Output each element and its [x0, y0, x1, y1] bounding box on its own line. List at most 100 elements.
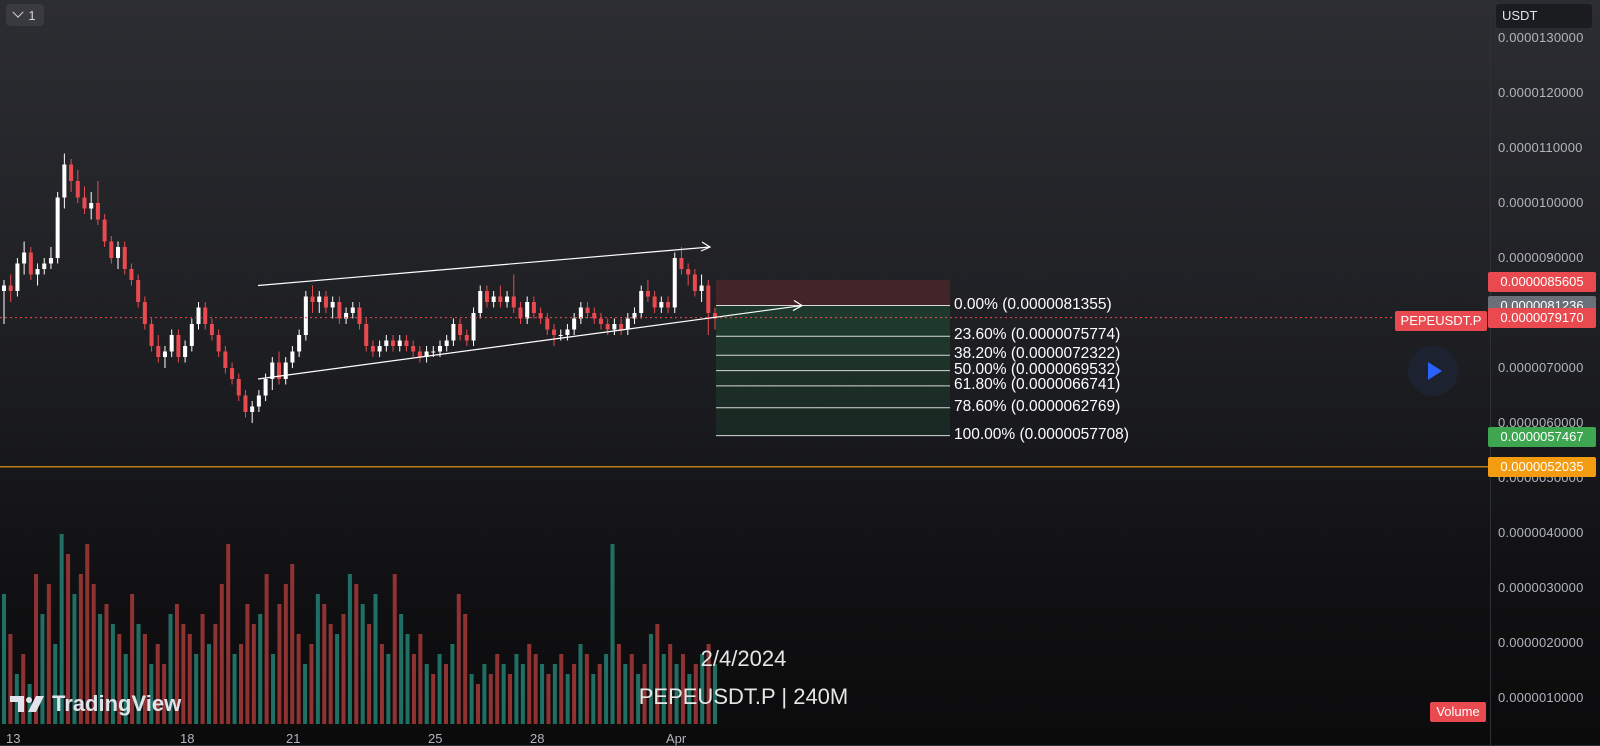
watermark-symbol: PEPEUSDT.P | 240M [638, 684, 849, 709]
replay-play-button[interactable] [1408, 346, 1458, 396]
candle-body [350, 307, 355, 313]
price-tick-label: 0.0000030000 [1498, 580, 1584, 595]
time-tick-label: 25 [428, 731, 443, 746]
candle-body [156, 346, 161, 357]
volume-bar [200, 614, 205, 724]
candle-body [62, 164, 67, 198]
volume-bar [245, 604, 250, 724]
price-tick-label: 0.0000040000 [1498, 525, 1584, 540]
volume-bar [328, 624, 333, 724]
volume-tag: Volume [1430, 702, 1486, 722]
candle-body [592, 313, 597, 319]
price-tick-label: 0.0000120000 [1498, 85, 1584, 100]
interval-label: 1 [28, 7, 36, 23]
trend-drawings [0, 241, 1488, 468]
candle-body [632, 313, 637, 319]
candle-body [686, 269, 691, 275]
price-tick-label: 0.0000070000 [1498, 360, 1584, 375]
fib-zone-5 [716, 407, 950, 436]
volume-bar [450, 644, 455, 724]
volume-bar [463, 614, 468, 724]
candle-body [276, 362, 282, 379]
candle-body [645, 291, 650, 297]
volume-bar [219, 584, 224, 724]
volume-bar [405, 634, 410, 724]
candle-body [82, 197, 87, 209]
candle-body [102, 219, 107, 242]
fib-zone-0 [716, 305, 950, 337]
volume-bar [53, 644, 58, 724]
volume-bar [168, 614, 173, 724]
volume-bar [693, 664, 698, 724]
volume-bar [437, 654, 442, 724]
price-tag: 0.0000052035 [1488, 456, 1596, 477]
chevron-down-icon [12, 6, 25, 18]
candle-body [303, 296, 308, 335]
candle-body [48, 258, 53, 264]
volume-bar [706, 644, 711, 724]
volume-bar [680, 654, 685, 724]
candle-body [464, 335, 469, 341]
volume-bars [1, 534, 718, 724]
fib-level-label: 100.00% (0.0000057708) [954, 425, 1129, 443]
volume-bar [232, 654, 237, 724]
candle-body [203, 307, 208, 324]
candle-body [525, 302, 530, 319]
volume-bar [687, 674, 692, 724]
candle-body [706, 285, 711, 313]
volume-bar [34, 574, 39, 724]
interval-dropdown[interactable]: 1 [6, 4, 44, 26]
volume-bar [213, 624, 218, 724]
candle-body [619, 324, 624, 330]
volume-bar [130, 594, 135, 724]
volume-bar [655, 624, 660, 724]
fib-level-label: 0.00% (0.0000081355) [954, 295, 1112, 313]
play-icon [1428, 362, 1442, 380]
price-tick-label: 0.0000020000 [1498, 635, 1584, 650]
volume-bar [277, 604, 282, 724]
volume-bar [597, 664, 602, 724]
price-tick-label: 0.0000100000 [1498, 195, 1584, 210]
candle-body [471, 313, 476, 341]
candle-body [699, 285, 704, 291]
candle-body [538, 313, 543, 319]
candle-body [42, 263, 47, 269]
volume-bar [495, 654, 500, 724]
volume-bar [559, 654, 564, 724]
volume-bar [578, 644, 583, 724]
volume-bar [347, 574, 352, 724]
volume-bar [162, 664, 167, 724]
candle-body [183, 346, 188, 357]
volume-bar [174, 604, 179, 724]
price-tag: 0.0000057467 [1488, 426, 1596, 447]
arrow-head-icon [792, 300, 804, 312]
time-tick-label: 21 [286, 731, 301, 746]
candle-body [424, 351, 429, 357]
volume-bar [629, 654, 634, 724]
price-tick-label: 0.0000130000 [1498, 30, 1584, 45]
candle-body [323, 296, 328, 308]
currency-label[interactable]: USDT [1496, 4, 1592, 28]
volume-bar [142, 634, 147, 724]
volume-bar [309, 644, 314, 724]
candle-body [672, 258, 677, 308]
candle-body [263, 379, 268, 396]
volume-bar [149, 664, 154, 724]
price-tick-label: 0.0000110000 [1498, 140, 1583, 155]
price-axis[interactable] [1490, 0, 1600, 745]
candle-body [498, 296, 503, 302]
candle-body [216, 335, 221, 352]
candle-body [189, 324, 194, 346]
volume-bar [251, 624, 256, 724]
candle-body [478, 291, 483, 313]
volume-bar [271, 654, 276, 724]
candle-body [384, 340, 389, 346]
candle-body [531, 302, 536, 313]
candle-body [451, 324, 456, 341]
candle-body [290, 351, 295, 363]
candle-body [431, 351, 436, 353]
candle-body [545, 318, 550, 330]
fib-zone-2 [716, 355, 950, 371]
fib-zone-4 [716, 385, 950, 408]
